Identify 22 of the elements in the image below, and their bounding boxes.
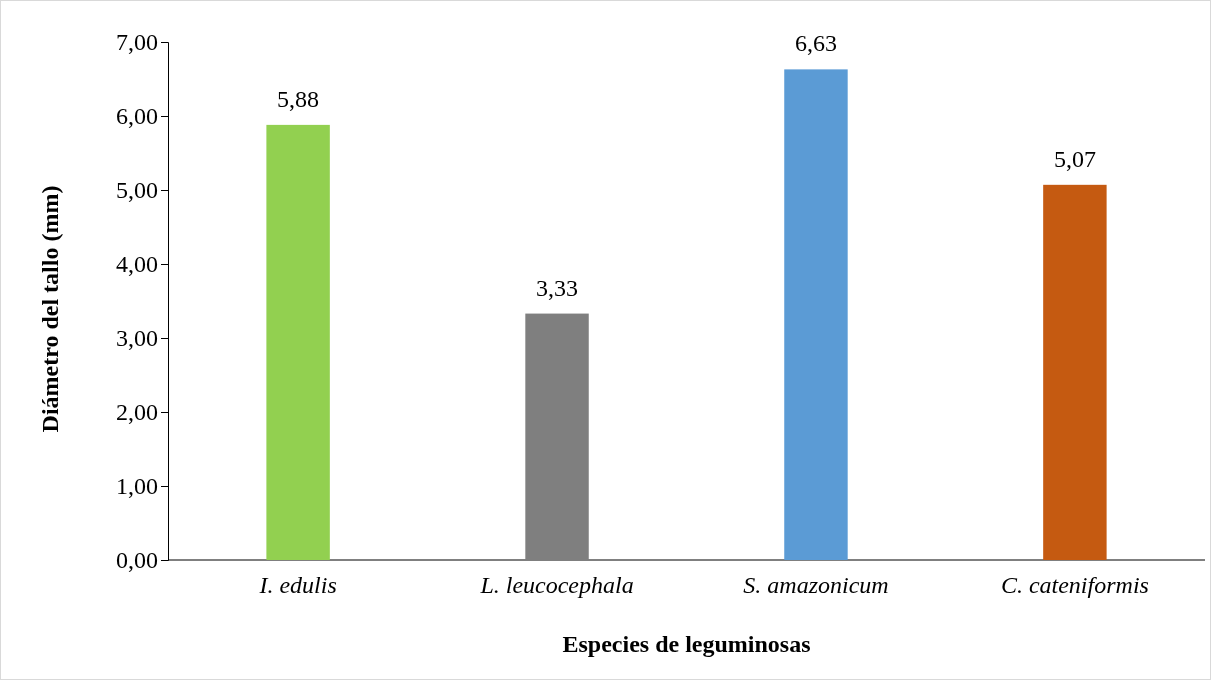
y-tick-label: 5,00: [116, 177, 158, 204]
x-axis-title: Especies de leguminosas: [562, 631, 811, 657]
x-tick-label: L. leucocephala: [479, 572, 634, 599]
y-tick-label: 6,00: [116, 103, 158, 130]
y-tick-label: 4,00: [116, 251, 158, 278]
bar: [784, 69, 848, 560]
x-tick-label: I. edulis: [258, 572, 337, 599]
bar: [525, 313, 589, 560]
bar: [1043, 184, 1107, 560]
data-label: 5,88: [277, 85, 320, 112]
y-tick-label: 0,00: [116, 547, 158, 574]
y-tick-label: 1,00: [116, 473, 158, 500]
data-label: 6,63: [794, 30, 837, 57]
y-tick-label: 3,00: [116, 325, 158, 352]
x-tick-label: S. amazonicum: [743, 572, 889, 599]
x-tick-label: C. cateniformis: [1000, 572, 1149, 599]
data-label: 5,07: [1053, 145, 1096, 172]
y-tick-label: 2,00: [116, 399, 158, 426]
bar: [266, 124, 330, 560]
y-tick-label: 7,00: [116, 29, 158, 56]
y-axis-title: Diámetro del tallo (mm): [37, 185, 63, 433]
data-label: 3,33: [536, 274, 579, 301]
